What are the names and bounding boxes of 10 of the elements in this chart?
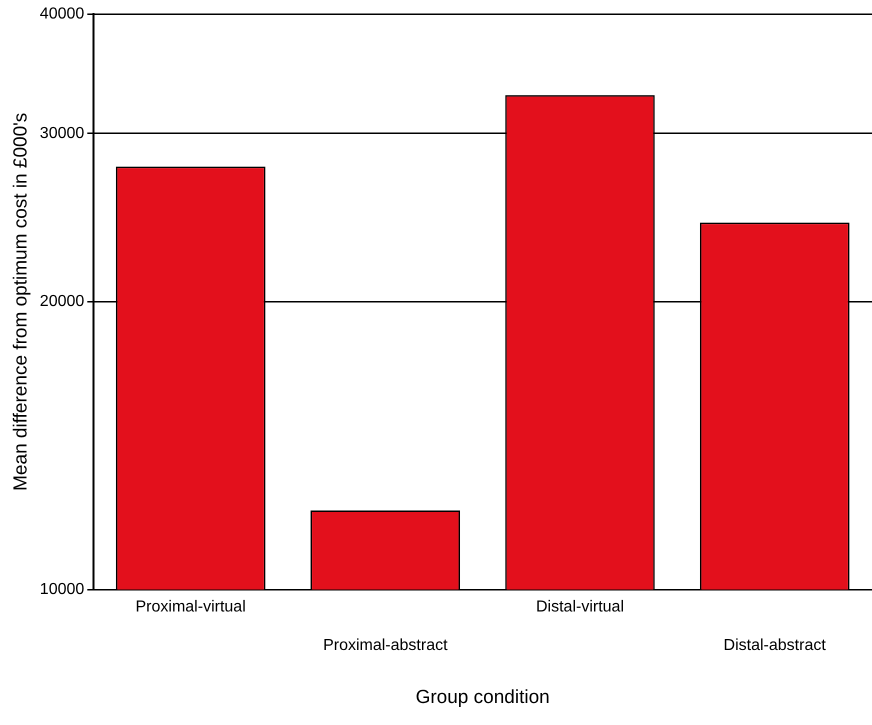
x-tick-label: Distal-virtual [536, 598, 624, 616]
x-tick-label: Distal-abstract [724, 637, 826, 654]
y-tick-label: 40000 [40, 5, 84, 22]
x-tick-label: Proximal-abstract [323, 637, 448, 654]
y-tick-label: 10000 [40, 581, 84, 598]
x-axis-title: Group condition [416, 686, 550, 708]
y-tick-label: 20000 [40, 293, 84, 310]
y-axis-title: Mean difference from optimum cost in £000's [10, 112, 32, 491]
y-tick-label: 30000 [40, 124, 84, 142]
x-tick-label: Proximal-virtual [136, 598, 246, 616]
